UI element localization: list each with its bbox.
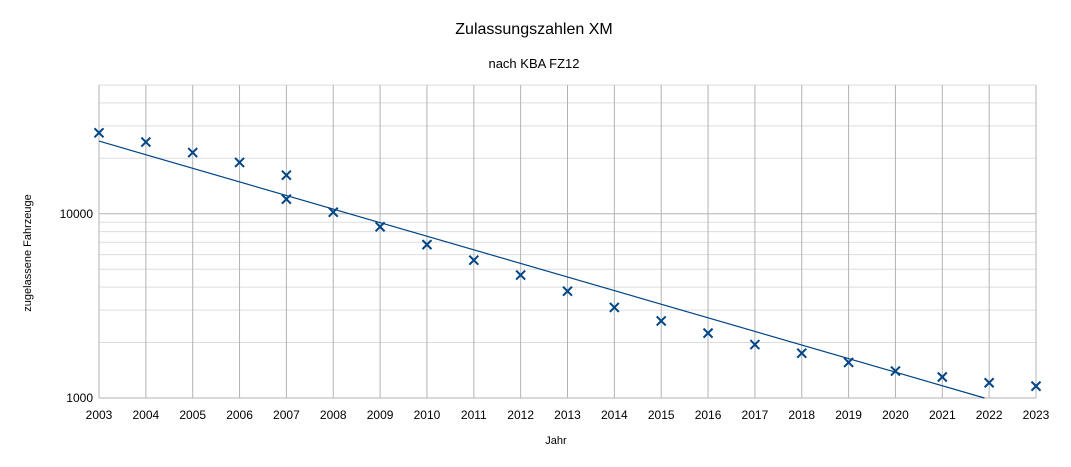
- x-tick-label: 2023: [1023, 408, 1050, 422]
- x-tick-label: 2009: [367, 408, 394, 422]
- chart-title: Zulassungszahlen XM: [455, 21, 612, 38]
- x-tick-label: 2021: [929, 408, 956, 422]
- trendline-group: [98, 140, 985, 399]
- x-tick-label: 2003: [86, 408, 113, 422]
- data-point: [374, 221, 386, 232]
- data-point: [562, 285, 573, 297]
- x-tick-label: 2011: [461, 408, 487, 422]
- data-point: [796, 348, 807, 359]
- x-tick-label: 2006: [226, 408, 253, 422]
- x-tick-label: 2008: [320, 408, 347, 422]
- data-point: [983, 377, 995, 388]
- data-point: [515, 269, 526, 281]
- trendline: [98, 140, 985, 399]
- x-tick-label: 2016: [695, 408, 722, 422]
- x-tick-label: 2020: [882, 408, 909, 422]
- data-point: [937, 371, 948, 383]
- chart-subtitle: nach KBA FZ12: [488, 56, 579, 71]
- data-point: [702, 327, 714, 339]
- data-point: [187, 147, 198, 158]
- data-point: [93, 127, 105, 139]
- data-point: [140, 136, 152, 148]
- x-tick-label: 2013: [554, 408, 581, 422]
- data-point: [749, 339, 761, 350]
- major-gridlines: [98, 85, 1037, 399]
- data-point: [328, 206, 339, 218]
- y-axis-label: zugelassene Fahrzeuge: [22, 194, 34, 311]
- x-tick-label: 2010: [414, 408, 441, 422]
- data-points: [93, 127, 1042, 392]
- data-point: [1030, 380, 1042, 392]
- x-tick-label: 2022: [976, 408, 1003, 422]
- data-point: [843, 357, 854, 368]
- y-tick-label: 10000: [60, 207, 94, 221]
- data-point: [234, 157, 245, 168]
- data-point: [421, 239, 433, 250]
- x-tick-label: 2014: [601, 408, 628, 422]
- x-axis-label: Jahr: [545, 435, 567, 447]
- data-point: [468, 254, 480, 266]
- x-tick-label: 2015: [648, 408, 675, 422]
- x-tick-label: 2007: [273, 408, 300, 422]
- x-tick-label: 2004: [132, 408, 159, 422]
- x-tick-label: 2018: [788, 408, 815, 422]
- y-tick-label: 1000: [66, 391, 93, 405]
- data-point: [609, 302, 620, 313]
- data-point: [281, 193, 292, 205]
- x-tick-label: 2017: [742, 408, 769, 422]
- x-tick-labels: 2003 2004 2005 2006 2007 2008 2009 2010 2011 2012…: [86, 408, 1050, 422]
- data-point: [655, 315, 667, 327]
- x-tick-label: 2019: [835, 408, 862, 422]
- data-point: [281, 169, 292, 181]
- data-point: [890, 365, 901, 377]
- y-tick-labels: 1000 10000: [60, 207, 94, 405]
- x-tick-label: 2005: [179, 408, 206, 422]
- x-tick-label: 2012: [507, 408, 534, 422]
